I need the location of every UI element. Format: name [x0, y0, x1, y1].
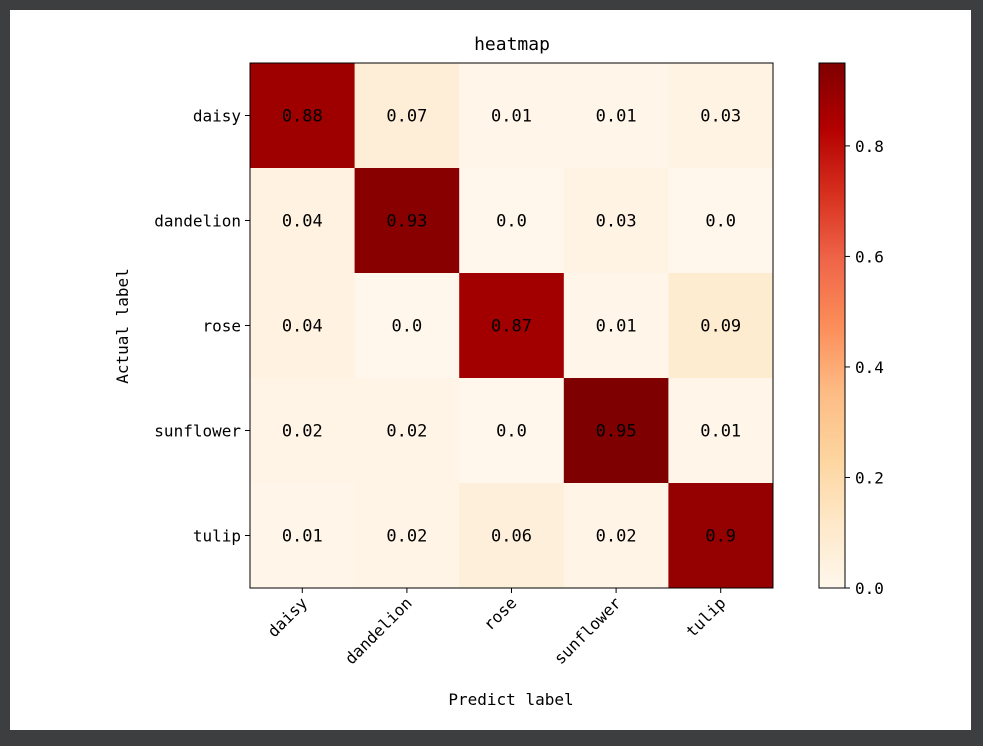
colorbar-tick-label-3: 0.6: [855, 247, 884, 266]
y-tick-label-4: tulip: [193, 527, 241, 546]
heatmap-cell-0-3: [563, 63, 669, 169]
colorbar-tick-label-1: 0.2: [855, 468, 884, 487]
heatmap-cell-2-3: [563, 273, 669, 379]
cell-value-label-2-0: 0.04: [282, 317, 323, 337]
cell-value-label-4-2: 0.06: [491, 527, 532, 547]
cell-value-label-4-4: 0.9: [705, 527, 736, 547]
heatmap-cell-2-0: [250, 273, 356, 379]
cell-value-label-1-2: 0.0: [496, 212, 527, 232]
heatmap-cells: [250, 63, 774, 589]
y-tick-label-0: daisy: [193, 107, 242, 126]
heatmap-cell-0-0: [250, 63, 356, 169]
cell-value-label-1-3: 0.03: [596, 212, 637, 232]
cell-value-label-1-1: 0.93: [386, 212, 427, 232]
heatmap-cell-0-4: [668, 63, 774, 169]
heatmap-cell-2-1: [354, 273, 460, 379]
y-tick-label-1: dandelion: [154, 212, 241, 231]
y-tick-label-2: rose: [202, 317, 241, 336]
x-tick-label-4: tulip: [682, 593, 729, 640]
y-axis-ticks: daisy dandelion rose sunflower tulip: [154, 107, 250, 546]
cell-value-label-4-3: 0.02: [596, 527, 637, 547]
heatmap-cell-4-4: [668, 483, 774, 589]
heatmap-cell-1-0: [250, 168, 356, 274]
heatmap-cell-4-0: [250, 483, 356, 589]
heatmap-cell-4-1: [354, 483, 460, 589]
heatmap-cell-4-2: [459, 483, 565, 589]
cell-value-label-3-1: 0.02: [386, 422, 427, 442]
heatmap-cell-4-3: [563, 483, 669, 589]
heatmap-cell-2-2: [459, 273, 565, 379]
cell-value-label-2-4: 0.09: [700, 317, 741, 337]
y-axis-label: Actual label: [113, 268, 132, 384]
cell-value-label-2-3: 0.01: [596, 317, 637, 337]
cell-value-label-2-2: 0.87: [491, 317, 532, 337]
colorbar-tick-label-4: 0.8: [855, 137, 884, 156]
cell-value-label-3-4: 0.01: [700, 422, 741, 442]
heatmap-cell-3-3: [563, 378, 669, 484]
x-tick-label-2: rose: [480, 593, 521, 634]
x-tick-label-0: daisy: [264, 593, 312, 641]
colorbar-ticks: 0.0 0.2 0.4 0.6 0.8: [845, 137, 884, 598]
cell-value-label-0-1: 0.07: [386, 107, 427, 127]
cell-value-label-0-2: 0.01: [491, 107, 532, 127]
cell-value-label-3-0: 0.02: [282, 422, 323, 442]
cell-value-label-1-0: 0.04: [282, 212, 323, 232]
heatmap-cell-1-1: [354, 168, 460, 274]
chart-title: heatmap: [474, 34, 550, 55]
heatmap-cell-1-3: [563, 168, 669, 274]
heatmap-cell-3-0: [250, 378, 356, 484]
heatmap-cell-3-1: [354, 378, 460, 484]
cell-value-label-1-4: 0.0: [705, 212, 736, 232]
cell-value-label-4-1: 0.02: [386, 527, 427, 547]
heatmap-cell-3-2: [459, 378, 565, 484]
x-axis-ticks: daisy dandelion rose sunflower tulip: [264, 588, 730, 668]
cell-value-label-3-2: 0.0: [496, 422, 527, 442]
heatmap-cell-1-4: [668, 168, 774, 274]
heatmap-cell-0-1: [354, 63, 460, 169]
cell-value-label-3-3: 0.95: [596, 422, 637, 442]
colorbar-tick-label-0: 0.0: [855, 579, 884, 598]
heatmap-cell-1-2: [459, 168, 565, 274]
cell-value-label-2-1: 0.0: [392, 317, 423, 337]
cell-value-label-0-3: 0.01: [596, 107, 637, 127]
x-tick-label-1: dandelion: [341, 593, 416, 668]
heatmap-cell-labels: 0.88 0.07 0.01 0.01 0.03 0.04 0.93 0.0 0.03 0.0 0.…: [282, 107, 741, 547]
x-tick-label-3: sunflower: [550, 593, 625, 668]
cell-value-label-0-4: 0.03: [700, 107, 741, 127]
x-axis-label: Predict label: [448, 690, 573, 709]
cell-value-label-4-0: 0.01: [282, 527, 323, 547]
y-tick-label-3: sunflower: [154, 422, 241, 441]
heatmap-cell-0-2: [459, 63, 565, 169]
cell-value-label-0-0: 0.88: [282, 107, 323, 127]
heatmap-cell-2-4: [668, 273, 774, 379]
colorbar: [818, 62, 846, 589]
colorbar-tick-label-2: 0.4: [855, 358, 884, 377]
heatmap-cell-3-4: [668, 378, 774, 484]
